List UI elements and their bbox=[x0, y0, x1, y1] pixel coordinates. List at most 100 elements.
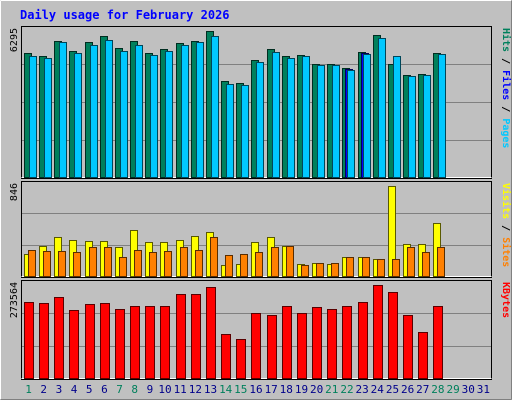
bar-pages-day-23 bbox=[363, 54, 371, 178]
day-label-17: 17 bbox=[265, 383, 278, 396]
bar-sites-day-26 bbox=[407, 247, 415, 277]
bar-sites-day-6 bbox=[104, 247, 112, 277]
day-label-31: 31 bbox=[477, 383, 490, 396]
day-label-8: 8 bbox=[131, 383, 138, 396]
day-label-10: 10 bbox=[158, 383, 171, 396]
panel-kbytes-ymax-label: 273564 bbox=[9, 282, 20, 318]
day-label-4: 4 bbox=[71, 383, 78, 396]
bar-sites-day-21 bbox=[331, 263, 339, 277]
panel-hits: 6295 Hits / Files / Pages bbox=[9, 26, 512, 179]
legend-separator: / bbox=[500, 100, 511, 118]
day-label-12: 12 bbox=[189, 383, 202, 396]
bar-kbytes-day-25 bbox=[388, 292, 398, 379]
day-label-14: 14 bbox=[219, 383, 233, 396]
day-label-1: 1 bbox=[25, 383, 32, 396]
panel-visits-ymax-label: 846 bbox=[9, 183, 20, 201]
day-label-24: 24 bbox=[371, 383, 385, 396]
panel-visits-legend: Visits / Sites bbox=[500, 183, 512, 267]
bar-pages-day-3 bbox=[59, 42, 67, 178]
bar-pages-day-11 bbox=[181, 45, 189, 178]
day-label-2: 2 bbox=[40, 383, 47, 396]
bar-pages-day-7 bbox=[120, 51, 128, 178]
day-label-18: 18 bbox=[280, 383, 293, 396]
bar-sites-day-3 bbox=[58, 251, 66, 277]
day-label-20: 20 bbox=[310, 383, 323, 396]
panel-kbytes-legend: KBytes bbox=[500, 282, 511, 318]
bar-pages-day-27 bbox=[423, 75, 431, 178]
bar-sites-day-17 bbox=[271, 247, 279, 277]
panel-hits-legend: Hits / Files / Pages bbox=[500, 28, 512, 148]
day-label-19: 19 bbox=[295, 383, 308, 396]
panel-visits: 846 Visits / Sites bbox=[9, 181, 512, 278]
day-label-3: 3 bbox=[56, 383, 63, 396]
legend-entry-kbytes: KBytes bbox=[500, 282, 511, 318]
bar-kbytes-day-12 bbox=[191, 294, 201, 379]
bar-sites-day-7 bbox=[119, 257, 127, 277]
legend-separator: / bbox=[500, 219, 511, 237]
bar-kbytes-day-6 bbox=[100, 303, 110, 379]
day-label-25: 25 bbox=[386, 383, 399, 396]
bar-kbytes-day-24 bbox=[373, 285, 383, 379]
day-label-28: 28 bbox=[431, 383, 444, 396]
day-label-21: 21 bbox=[325, 383, 338, 396]
bar-kbytes-day-13 bbox=[206, 287, 216, 379]
panel-kbytes: 273564 KBytes bbox=[9, 280, 511, 380]
bar-kbytes-day-23 bbox=[358, 302, 368, 379]
bar-kbytes-day-17 bbox=[267, 315, 277, 379]
bar-pages-day-6 bbox=[105, 40, 113, 178]
day-label-15: 15 bbox=[234, 383, 247, 396]
legend-entry-pages: Pages bbox=[500, 118, 511, 148]
bar-sites-day-4 bbox=[73, 252, 81, 277]
chart-title: Daily usage for February 2026 bbox=[20, 8, 230, 22]
panel-hits-frame bbox=[21, 26, 492, 179]
day-label-27: 27 bbox=[416, 383, 429, 396]
bar-kbytes-day-4 bbox=[69, 310, 79, 379]
bar-sites-day-24 bbox=[377, 259, 385, 277]
bar-sites-day-13 bbox=[210, 237, 218, 277]
legend-entry-files: Files bbox=[500, 70, 512, 100]
day-label-5: 5 bbox=[86, 383, 93, 396]
bar-pages-day-19 bbox=[302, 56, 310, 178]
bar-sites-day-19 bbox=[301, 265, 309, 277]
day-label-26: 26 bbox=[401, 383, 414, 396]
bar-pages-day-22 bbox=[347, 70, 355, 178]
bar-pages-day-18 bbox=[287, 58, 295, 178]
bar-kbytes-day-8 bbox=[130, 306, 140, 379]
bar-pages-day-15 bbox=[241, 85, 249, 178]
bar-sites-day-8 bbox=[134, 250, 142, 277]
chart-panels: 6295 Hits / Files / Pages 846 Visits / Site… bbox=[9, 26, 512, 380]
day-labels: 1 2 3 4 5 6 7 8 9 10 11 12 13 14 15 16 17 18 19 20 21 22 23 24 2… bbox=[25, 383, 490, 396]
bar-pages-day-24 bbox=[378, 38, 386, 178]
bar-pages-day-12 bbox=[196, 42, 204, 178]
bar-pages-day-2 bbox=[44, 58, 52, 178]
bar-kbytes-day-10 bbox=[160, 306, 170, 379]
bar-sites-day-27 bbox=[422, 252, 430, 277]
bar-sites-day-5 bbox=[89, 247, 97, 277]
bar-kbytes-day-27 bbox=[418, 332, 428, 379]
day-label-22: 22 bbox=[340, 383, 353, 396]
bar-pages-day-26 bbox=[408, 76, 416, 178]
legend-entry-sites: Sites bbox=[500, 237, 512, 267]
day-label-30: 30 bbox=[462, 383, 475, 396]
day-label-23: 23 bbox=[355, 383, 368, 396]
day-label-29: 29 bbox=[446, 383, 459, 396]
bar-kbytes-day-5 bbox=[85, 304, 95, 379]
panel-hits-ymax-label: 6295 bbox=[9, 28, 20, 52]
bar-sites-day-1 bbox=[28, 250, 36, 277]
bar-sites-day-11 bbox=[180, 247, 188, 277]
bar-sites-day-22 bbox=[346, 257, 354, 277]
bar-pages-day-28 bbox=[438, 54, 446, 178]
bar-sites-day-28 bbox=[437, 247, 445, 277]
bar-kbytes-day-15 bbox=[236, 339, 246, 379]
day-label-16: 16 bbox=[249, 383, 262, 396]
bar-kbytes-day-7 bbox=[115, 309, 125, 379]
day-label-11: 11 bbox=[174, 383, 187, 396]
bar-pages-day-13 bbox=[211, 36, 219, 178]
day-label-6: 6 bbox=[101, 383, 108, 396]
bar-pages-day-8 bbox=[135, 45, 143, 178]
legend-entry-visits: Visits bbox=[500, 183, 512, 219]
bar-pages-day-1 bbox=[29, 56, 37, 178]
bar-kbytes-day-26 bbox=[403, 315, 413, 379]
bar-sites-day-16 bbox=[255, 252, 263, 277]
